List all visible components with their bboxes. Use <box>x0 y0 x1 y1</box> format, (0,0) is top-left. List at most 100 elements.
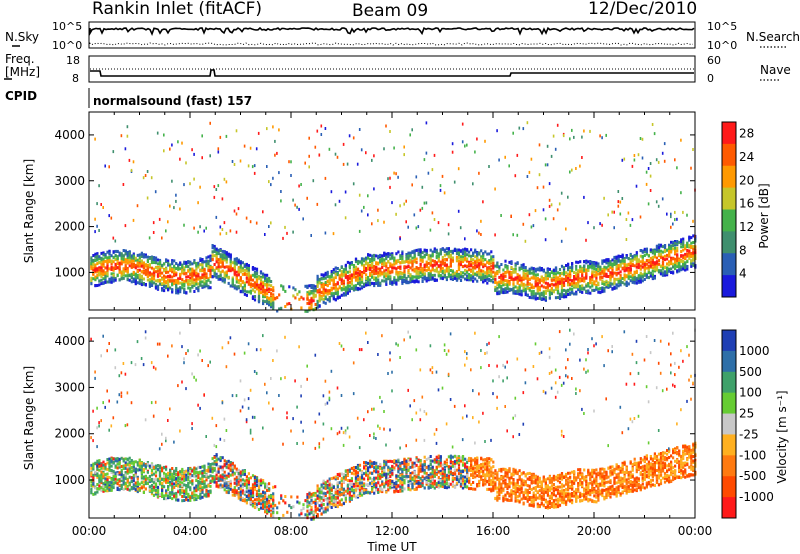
power-cell <box>336 292 339 296</box>
power-cell <box>575 260 578 264</box>
power-cell <box>552 134 555 138</box>
power-cell <box>637 263 640 267</box>
power-cell <box>197 261 200 265</box>
power-cell <box>104 255 107 259</box>
power-cell <box>445 263 448 267</box>
power-cell <box>282 287 285 291</box>
power-cell <box>193 290 196 293</box>
power-colorbar-swatch <box>722 209 736 232</box>
power-cell <box>100 203 102 206</box>
power-cell <box>455 258 459 262</box>
power-cell <box>425 250 428 254</box>
power-cell <box>514 267 517 271</box>
power-y-tick-label: 1000 <box>54 265 85 279</box>
power-cell <box>272 125 274 129</box>
power-cell <box>567 263 570 267</box>
velocity-cell <box>96 445 98 449</box>
power-cell <box>599 222 601 226</box>
velocity-cell <box>144 480 147 484</box>
power-cell <box>354 260 358 264</box>
power-cell <box>496 270 499 274</box>
power-cell <box>504 265 507 269</box>
power-cell <box>546 289 549 293</box>
power-cell <box>583 129 585 133</box>
power-cell <box>653 274 656 278</box>
power-cell <box>270 288 273 292</box>
power-cell <box>247 164 250 168</box>
power-cell <box>393 258 396 262</box>
power-cell <box>94 263 97 267</box>
power-cell <box>179 207 181 211</box>
power-cell <box>653 248 656 252</box>
power-cell <box>233 271 236 275</box>
power-cell <box>625 280 628 284</box>
power-cell <box>217 150 220 154</box>
power-cell <box>530 157 533 161</box>
power-cell <box>599 275 602 279</box>
power-cell <box>607 261 610 264</box>
power-cell <box>407 281 410 285</box>
power-cell <box>645 274 648 278</box>
power-cell <box>385 262 388 266</box>
power-cell <box>102 281 105 285</box>
power-cell <box>130 272 133 276</box>
power-cell <box>346 282 349 286</box>
velocity-cell <box>90 480 93 484</box>
power-cell <box>397 258 400 262</box>
power-cell <box>466 270 469 274</box>
power-cell <box>546 274 549 278</box>
power-cell <box>365 269 368 273</box>
power-cell <box>356 262 360 265</box>
power-cell <box>96 262 99 266</box>
velocity-cell <box>124 424 127 428</box>
power-cell <box>90 267 93 271</box>
power-cell <box>619 255 622 258</box>
power-cell <box>328 289 331 293</box>
power-cell <box>466 264 469 268</box>
power-cell <box>371 281 374 285</box>
power-cell <box>247 280 250 284</box>
power-cell <box>577 269 580 273</box>
velocity-cell <box>136 340 139 344</box>
velocity-cell <box>152 480 156 484</box>
power-cell <box>152 231 155 234</box>
power-cell <box>120 273 123 277</box>
velocity-cell <box>108 468 111 472</box>
power-cell <box>550 271 553 275</box>
velocity-cell <box>100 470 103 474</box>
power-colorbar-tick: 20 <box>739 173 754 187</box>
power-cell <box>575 267 578 271</box>
power-cell <box>437 264 440 268</box>
power-cell <box>676 240 679 243</box>
velocity-cell <box>110 464 113 468</box>
power-cell <box>502 275 505 279</box>
power-cell <box>128 158 131 162</box>
power-cell <box>219 258 222 262</box>
power-cell <box>290 160 292 164</box>
power-cell <box>514 174 517 178</box>
power-cell <box>96 284 99 287</box>
power-cell <box>150 281 154 285</box>
power-cell <box>419 262 422 266</box>
power-cell <box>259 271 263 275</box>
power-cell <box>292 230 294 234</box>
power-cell <box>138 273 141 277</box>
power-cell <box>245 280 248 284</box>
power-cell <box>536 268 539 272</box>
power-cell <box>268 287 271 291</box>
velocity-cell <box>128 467 131 471</box>
power-cell <box>520 264 523 268</box>
power-cell <box>365 273 368 277</box>
power-cell <box>405 199 407 203</box>
power-cell <box>391 256 394 260</box>
power-cell <box>239 270 242 274</box>
power-cell <box>181 270 184 274</box>
power-cell <box>651 123 654 126</box>
power-cell <box>583 260 586 264</box>
power-cell <box>356 259 360 263</box>
power-cell <box>187 282 190 286</box>
power-cell <box>177 265 180 269</box>
power-cell <box>223 254 226 257</box>
power-cell <box>413 279 416 283</box>
velocity-cell <box>124 466 127 470</box>
